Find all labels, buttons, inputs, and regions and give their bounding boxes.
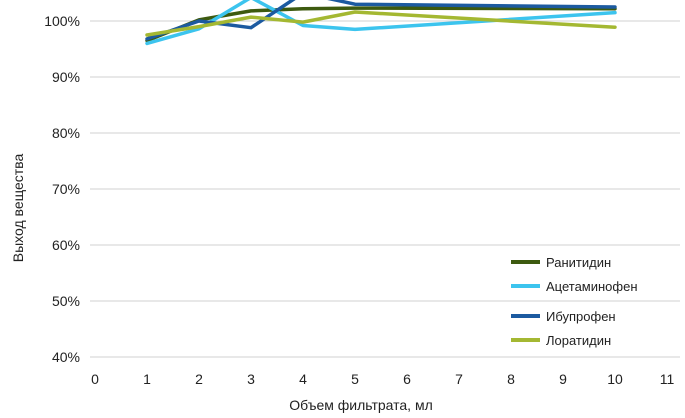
y-tick-label: 80%: [52, 125, 80, 141]
x-tick-label: 0: [91, 371, 99, 387]
legend-label: Ацетаминофен: [546, 279, 638, 294]
x-tick-label: 11: [660, 371, 675, 387]
x-axis-title: Объем фильтрата, мл: [289, 397, 433, 413]
y-tick-label: 90%: [52, 69, 80, 85]
y-axis-ticks: 40% 50% 60% 70% 80% 90% 100%: [44, 13, 80, 365]
x-tick-label: 6: [403, 371, 411, 387]
legend-label: Ибупрофен: [546, 309, 616, 324]
series-lines: [145, 0, 617, 46]
x-tick-label: 7: [455, 371, 463, 387]
legend-label: Лоратидин: [546, 333, 611, 348]
x-tick-label: 1: [143, 371, 151, 387]
y-tick-label: 100%: [44, 13, 80, 29]
x-tick-label: 4: [299, 371, 307, 387]
y-tick-label: 60%: [52, 237, 80, 253]
legend-label: Ранитидин: [546, 255, 611, 270]
y-axis-title: Выход вещества: [10, 154, 26, 263]
x-tick-label: 10: [607, 371, 623, 387]
x-tick-label: 5: [351, 371, 359, 387]
y-tick-label: 70%: [52, 181, 80, 197]
gridlines: [90, 20, 680, 358]
x-tick-label: 8: [507, 371, 515, 387]
x-tick-label: 9: [559, 371, 567, 387]
series-line-4: [145, 10, 617, 37]
x-tick-label: 3: [247, 371, 255, 387]
y-tick-label: 50%: [52, 293, 80, 309]
legend: Ранитидин Ацетаминофен Ибупрофен Лоратидин: [511, 255, 638, 348]
y-tick-label: 40%: [52, 349, 80, 365]
x-axis-ticks: 0 1 2 3 4 5 6 7 8 9 10 11: [91, 371, 674, 387]
x-tick-label: 2: [195, 371, 203, 387]
series-line-3: [145, 0, 617, 41]
